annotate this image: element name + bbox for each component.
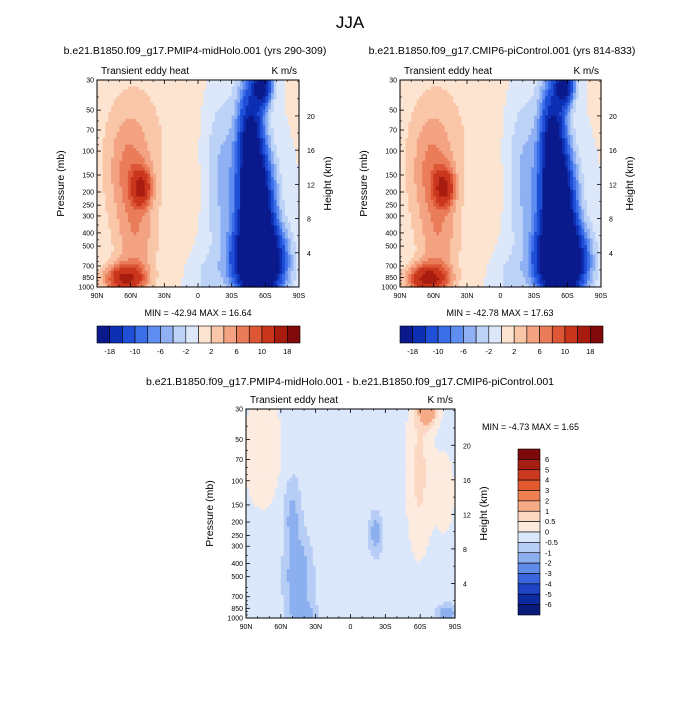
contour-field [400, 80, 602, 288]
colorbar-box [160, 326, 173, 343]
colorbar-box [110, 326, 123, 343]
y-tick-label: 30 [86, 78, 94, 85]
y-tick-label: 150 [82, 173, 94, 180]
y-tick-label: 100 [82, 149, 94, 156]
height-tick-label: 12 [307, 182, 315, 189]
colorbar-label: -2 [182, 347, 189, 356]
height-tick-label: 8 [307, 217, 311, 224]
colorbar-label: 6 [234, 347, 238, 356]
colorbar-label: -10 [130, 347, 141, 356]
x-tick-label: 30N [158, 293, 171, 300]
colorbar-box [199, 326, 212, 343]
y-tick-label: 850 [82, 275, 94, 282]
x-tick-label: 0 [196, 293, 200, 300]
y-tick-label: 200 [82, 189, 94, 196]
colorbar-box [262, 326, 275, 343]
colorbar-label: 10 [258, 347, 266, 356]
colorbar-box [97, 326, 110, 343]
x-tick-label: 90N [91, 293, 104, 300]
panel-picontrol: 3050701001502002503004005007008501000201… [358, 45, 636, 356]
y-axis-label: Pressure (mb) [55, 150, 67, 217]
colorbar-box [249, 326, 262, 343]
colorbar-label: 2 [209, 347, 213, 356]
y-tick-label: 50 [86, 108, 94, 115]
height-axis-label: Height (km) [322, 156, 334, 210]
colorbar-box [237, 326, 250, 343]
panel-units: K m/s [271, 66, 297, 77]
height-tick-label: 20 [307, 114, 315, 121]
panel-midholo: 3050701001502002503004005007008501000201… [55, 45, 334, 356]
colorbar-box [173, 326, 186, 343]
colorbar-box [186, 326, 199, 343]
colorbar-box [287, 326, 300, 343]
colorbar-box [122, 326, 135, 343]
x-tick-label: 60S [259, 293, 272, 300]
y-tick-label: 250 [82, 203, 94, 210]
contour-field [97, 80, 300, 288]
colorbar-box [135, 326, 148, 343]
panel-left-title: Transient eddy heat [101, 66, 189, 77]
colorbar-label: -6 [157, 347, 164, 356]
panel-title: b.e21.B1850.f09_g17.PMIP4-midHolo.001 (y… [64, 45, 327, 57]
colorbar-box [148, 326, 161, 343]
x-tick-label: 30S [225, 293, 238, 300]
colorbar-box [275, 326, 288, 343]
height-tick-label: 4 [307, 251, 311, 258]
y-tick-label: 70 [86, 128, 94, 135]
x-tick-label: 60N [124, 293, 137, 300]
panel-stats: MIN = -42.94 MAX = 16.64 [144, 308, 251, 318]
height-tick-label: 16 [307, 148, 315, 155]
x-tick-label: 90S [293, 293, 306, 300]
y-tick-label: 500 [82, 244, 94, 251]
y-tick-label: 1000 [78, 285, 94, 292]
colorbar-label: -18 [104, 347, 115, 356]
y-tick-label: 300 [82, 213, 94, 220]
y-tick-label: 400 [82, 230, 94, 237]
colorbar-label: 18 [283, 347, 291, 356]
colorbar-box [224, 326, 237, 343]
colorbar-box [211, 326, 224, 343]
figure-title: JJA [336, 13, 365, 32]
y-tick-label: 700 [82, 263, 94, 270]
